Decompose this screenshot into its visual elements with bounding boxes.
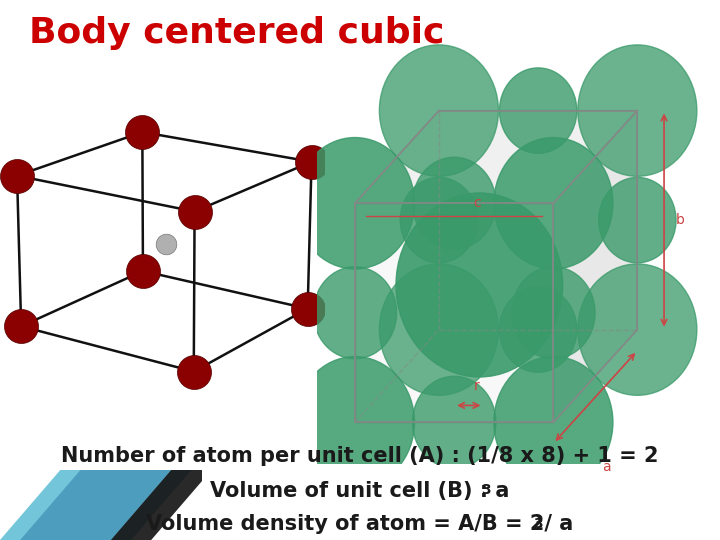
Circle shape <box>578 264 697 395</box>
Polygon shape <box>355 203 554 422</box>
Circle shape <box>400 178 477 263</box>
Circle shape <box>295 138 415 269</box>
Polygon shape <box>111 470 212 540</box>
Text: Volume density of atom = A/B = 2/ a: Volume density of atom = A/B = 2/ a <box>146 514 574 534</box>
Circle shape <box>379 264 498 395</box>
Text: r: r <box>474 379 480 393</box>
Polygon shape <box>0 470 171 540</box>
Text: Volume of unit cell (B) : a: Volume of unit cell (B) : a <box>210 481 510 501</box>
Circle shape <box>379 45 498 176</box>
Text: c: c <box>473 196 481 210</box>
Circle shape <box>313 267 397 359</box>
Text: a: a <box>603 460 611 474</box>
Polygon shape <box>20 470 192 540</box>
Circle shape <box>396 193 563 377</box>
Circle shape <box>500 287 577 372</box>
Text: Number of atom per unit cell (A) : (1/8 x 8) + 1 = 2: Number of atom per unit cell (A) : (1/8 … <box>61 446 659 465</box>
Text: Body centered cubic: Body centered cubic <box>29 16 444 50</box>
Circle shape <box>295 356 415 488</box>
Text: 3: 3 <box>533 517 542 531</box>
Circle shape <box>413 157 496 249</box>
Text: 3: 3 <box>481 483 490 497</box>
Circle shape <box>494 138 613 269</box>
Circle shape <box>598 178 676 263</box>
Circle shape <box>578 45 697 176</box>
Polygon shape <box>554 111 637 422</box>
Text: b: b <box>675 213 685 227</box>
Circle shape <box>413 376 496 468</box>
Polygon shape <box>355 111 637 203</box>
Circle shape <box>512 267 595 359</box>
Circle shape <box>500 68 577 153</box>
Circle shape <box>494 356 613 488</box>
